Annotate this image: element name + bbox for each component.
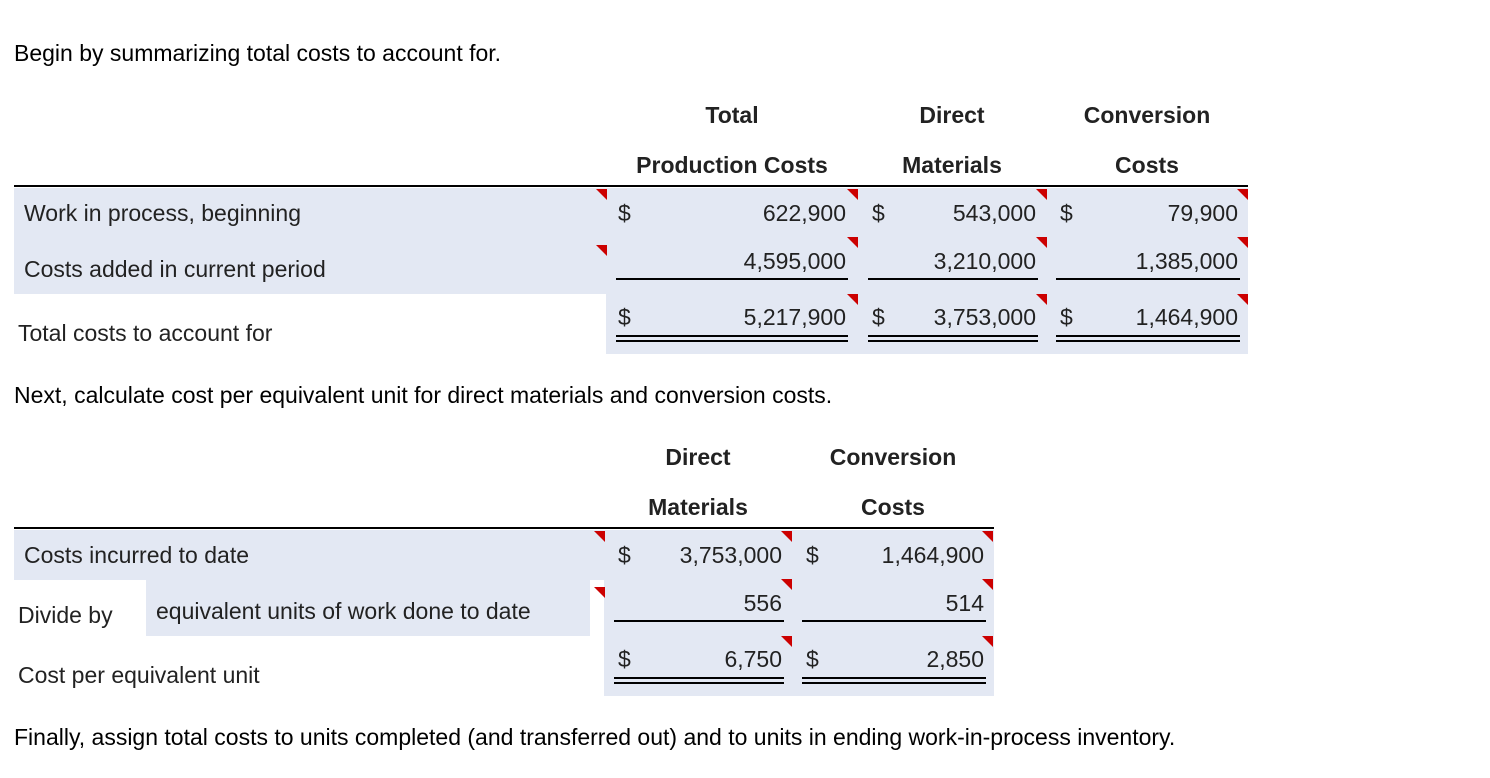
divide-label-band: [146, 580, 590, 636]
header-rule: [14, 185, 1248, 187]
currency-symbol: $: [1060, 200, 1073, 226]
total-double-underline: [616, 340, 848, 342]
answer-marker-icon: [596, 245, 607, 256]
subtotal-underline: [614, 620, 784, 622]
total-costs-total-input[interactable]: 5,217,900: [743, 304, 846, 330]
answer-marker-icon: [1237, 237, 1248, 248]
header-dm-line1: Direct: [919, 102, 985, 128]
header-total-line2: Production Costs: [636, 152, 828, 178]
header-cc-line1: Conversion: [829, 444, 957, 470]
subtotal-underline: [868, 278, 1038, 280]
final-instruction-text: Finally, assign total costs to units com…: [14, 724, 1176, 750]
costs-added-total-input[interactable]: 4,595,000: [743, 248, 846, 274]
wip-beginning-total-input[interactable]: 622,900: [762, 200, 846, 226]
answer-marker-icon: [781, 531, 792, 542]
costs-added-dm-input[interactable]: 3,210,000: [933, 248, 1036, 274]
total-double-underline: [868, 335, 1038, 337]
incurred-row-band: [14, 530, 994, 580]
total-double-underline: [614, 682, 784, 684]
currency-symbol: $: [618, 200, 631, 226]
total-costs-dm-input[interactable]: 3,753,000: [933, 304, 1036, 330]
answer-marker-icon: [982, 531, 993, 542]
answer-marker-icon: [847, 189, 858, 200]
total-costs-label: Total costs to account for: [18, 320, 273, 346]
value-column-band: [604, 580, 994, 696]
header-dm-line1: Direct: [665, 444, 731, 470]
intro-text: Begin by summarizing total costs to acco…: [14, 40, 502, 66]
currency-symbol: $: [618, 304, 631, 330]
total-double-underline: [868, 340, 1038, 342]
total-double-underline: [614, 677, 784, 679]
subtotal-underline: [802, 620, 986, 622]
next-instruction-text: Next, calculate cost per equivalent unit…: [14, 382, 833, 408]
total-double-underline: [802, 682, 986, 684]
divide-by-label: Divide by: [18, 602, 113, 628]
total-row-band: [606, 294, 1248, 354]
total-costs-cc-input[interactable]: 1,464,900: [1135, 304, 1238, 330]
header-dm-line2: Materials: [902, 152, 1002, 178]
header-total-line1: Total: [705, 102, 759, 128]
incurred-cc-input[interactable]: 1,464,900: [881, 542, 984, 568]
header-cc-line2: Costs: [1115, 152, 1179, 178]
row-costs-added-label: Costs added in current period: [24, 256, 326, 282]
answer-marker-icon: [1237, 294, 1248, 305]
subtotal-underline: [1056, 278, 1240, 280]
answer-marker-icon: [982, 636, 993, 647]
cost-per-unit-cc-input[interactable]: 2,850: [926, 646, 984, 672]
answer-marker-icon: [781, 636, 792, 647]
answer-marker-icon: [1036, 294, 1047, 305]
answer-marker-icon: [847, 237, 858, 248]
row-wip-beginning-label: Work in process, beginning: [24, 200, 301, 226]
header-dm-line2: Materials: [648, 494, 748, 520]
subtotal-underline: [616, 278, 848, 280]
answer-marker-icon: [596, 189, 607, 200]
header-cc-line1: Conversion: [1083, 102, 1211, 128]
answer-marker-icon: [1036, 189, 1047, 200]
equivalent-units-label: equivalent units of work done to date: [156, 598, 531, 624]
header-cc-line2: Costs: [861, 494, 925, 520]
currency-symbol: $: [618, 542, 631, 568]
costs-incurred-label: Costs incurred to date: [24, 542, 250, 568]
costs-added-cc-input[interactable]: 1,385,000: [1135, 248, 1238, 274]
wip-beginning-dm-input[interactable]: 543,000: [952, 200, 1036, 226]
answer-marker-icon: [1237, 189, 1248, 200]
equivalent-units-dm-input[interactable]: 556: [743, 590, 782, 616]
incurred-dm-input[interactable]: 3,753,000: [679, 542, 782, 568]
answer-marker-icon: [594, 531, 605, 542]
currency-symbol: $: [1060, 304, 1073, 330]
answer-marker-icon: [594, 587, 605, 598]
wip-beginning-cc-input[interactable]: 79,900: [1167, 200, 1238, 226]
equivalent-units-cc-input[interactable]: 514: [945, 590, 984, 616]
cost-per-unit-dm-input[interactable]: 6,750: [724, 646, 782, 672]
cost-per-unit-label: Cost per equivalent unit: [18, 662, 260, 688]
total-double-underline: [1056, 340, 1240, 342]
total-double-underline: [802, 677, 986, 679]
answer-marker-icon: [781, 579, 792, 590]
currency-symbol: $: [872, 200, 885, 226]
currency-symbol: $: [618, 646, 631, 672]
currency-symbol: $: [872, 304, 885, 330]
answer-marker-icon: [1036, 237, 1047, 248]
header-rule: [14, 527, 994, 529]
currency-symbol: $: [806, 646, 819, 672]
answer-marker-icon: [982, 579, 993, 590]
total-double-underline: [616, 335, 848, 337]
currency-symbol: $: [806, 542, 819, 568]
total-double-underline: [1056, 335, 1240, 337]
answer-marker-icon: [847, 294, 858, 305]
